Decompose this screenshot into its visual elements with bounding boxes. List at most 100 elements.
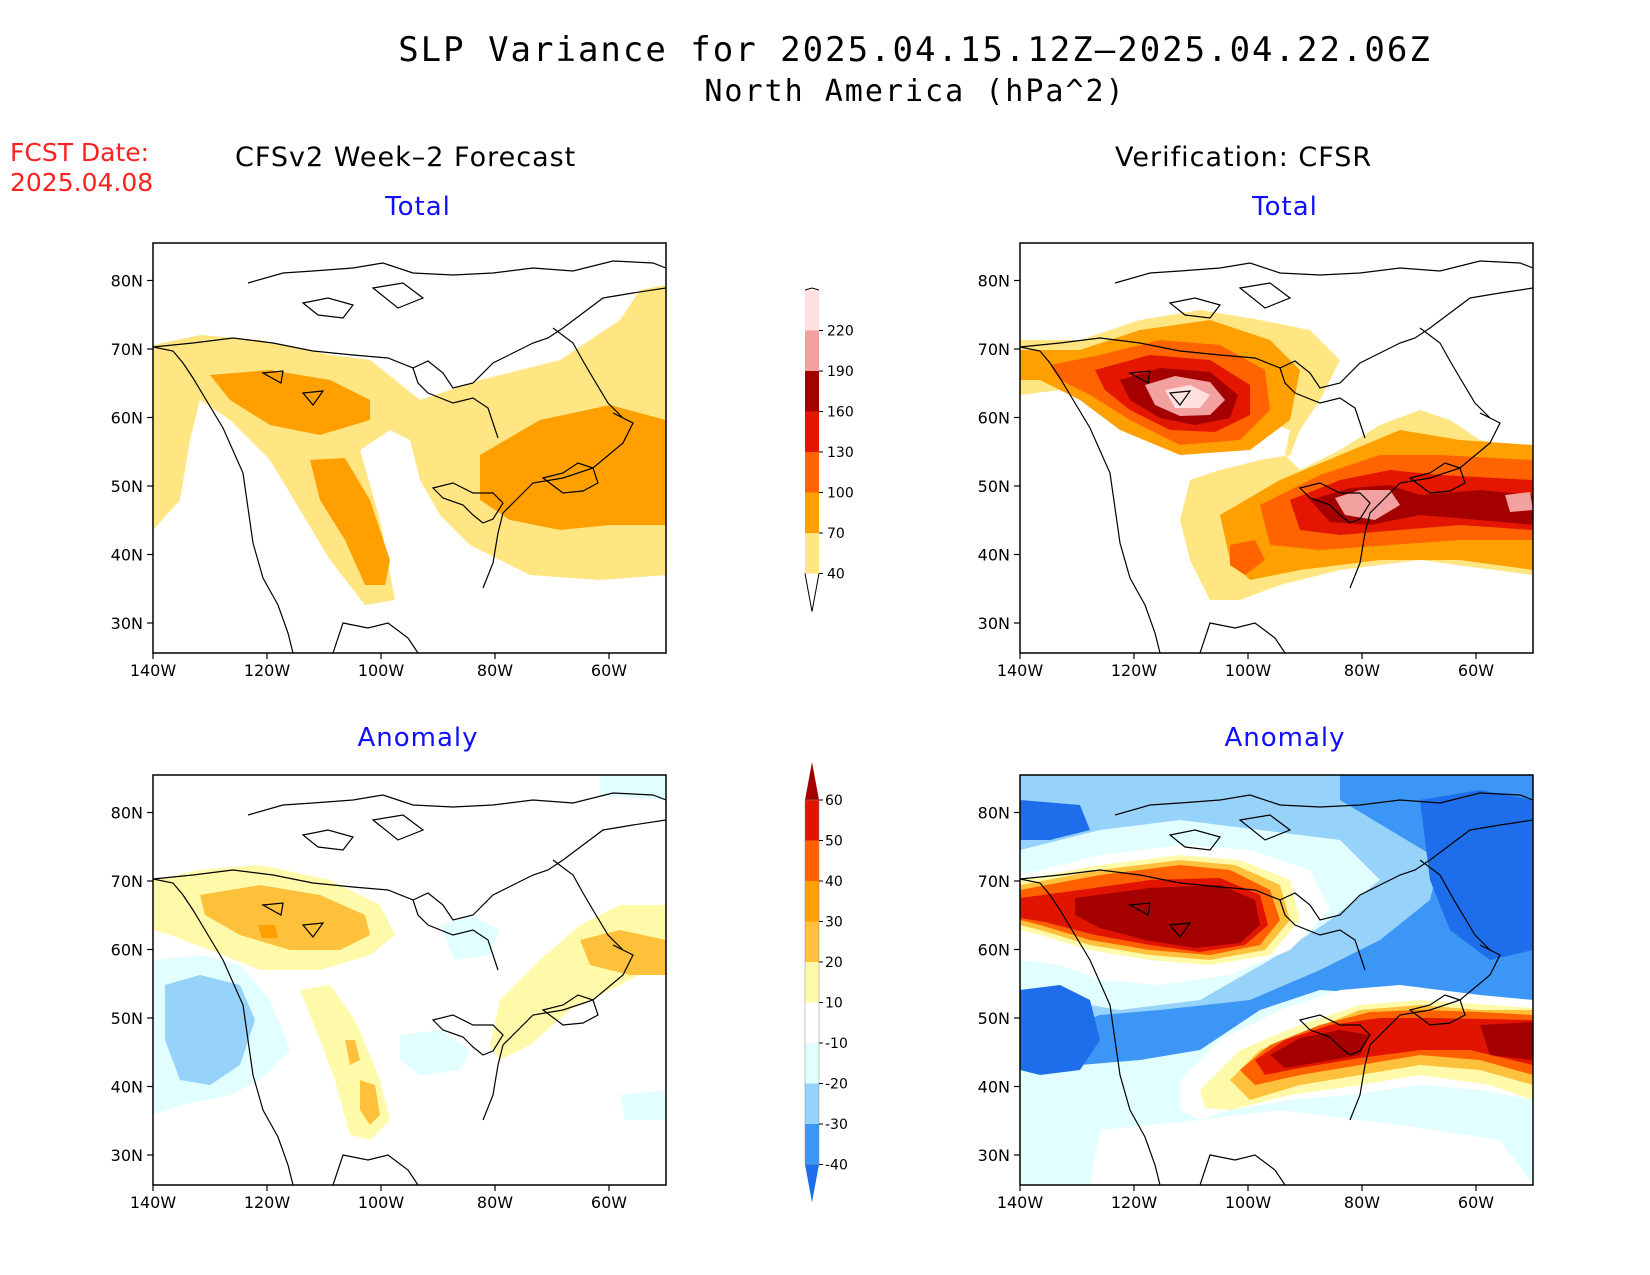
lat-tick-label: 40N (978, 1078, 1010, 1097)
total-colorbar-label: 130 (827, 445, 854, 461)
lon-tick-label: 120W (1111, 661, 1158, 680)
main-title: SLP Variance for 2025.04.15.12Z–2025.04.… (398, 30, 1432, 70)
map-forecast-anomaly-frame (152, 774, 667, 1186)
lon-tick-label: 120W (244, 661, 291, 680)
lat-tick-label: 60N (978, 409, 1010, 428)
lat-tick-label: 30N (111, 1146, 143, 1165)
total-colorbar-segment (805, 371, 819, 412)
lat-tick-label: 80N (978, 272, 1010, 291)
total-colorbar-segment (805, 411, 819, 452)
anomaly-colorbar-label: -20 (825, 1077, 848, 1093)
total-colorbar-label: 70 (827, 526, 845, 542)
map-axes: 30N 40N 50N 60N 70N 80N 140W 120W 100W 80W 60W 30N 4… (111, 272, 1495, 1213)
anomaly-colorbar-segment (805, 800, 819, 841)
lon-tick-label: 120W (1111, 1193, 1158, 1212)
lon-tick-label: 140W (997, 661, 1044, 680)
lat-tick-label: 30N (978, 1146, 1010, 1165)
total-colorbar-label: 220 (827, 324, 854, 340)
anomaly-colorbar-label: -40 (825, 1158, 848, 1174)
lat-tick-label: 50N (111, 1009, 143, 1028)
lat-tick-label: 80N (978, 804, 1010, 823)
total-colorbar-segment (805, 330, 819, 371)
anomaly-colorbar-label: -30 (825, 1117, 848, 1133)
lon-tick-label: 140W (130, 661, 177, 680)
panel-title-forecast-anomaly: Anomaly (357, 723, 479, 753)
panel-title-forecast-total: Total (385, 192, 451, 222)
lat-tick-label: 40N (978, 546, 1010, 565)
total-colorbar-bottom-tip (804, 573, 820, 612)
verification-column-title: Verification: CFSR (1115, 142, 1373, 173)
anomaly-colorbar-label: 10 (825, 996, 843, 1012)
total-colorbar: 40 70 100 130 160 190 220 (804, 287, 854, 612)
map-forecast-total (153, 243, 666, 653)
lon-tick-label: 100W (1225, 661, 1272, 680)
total-colorbar-segment (805, 533, 819, 574)
lon-tick-label: 140W (130, 1193, 177, 1212)
anomaly-colorbar-segment (805, 1083, 819, 1124)
anomaly-colorbar-label: 30 (825, 915, 843, 931)
lat-tick-label: 60N (978, 941, 1010, 960)
fcst-date-label: FCST Date: (10, 138, 150, 167)
map-verification-anomaly (1020, 775, 1533, 1185)
anomaly-colorbar-label: 40 (825, 874, 843, 890)
lat-tick-label: 40N (111, 1078, 143, 1097)
lon-tick-label: 100W (358, 661, 405, 680)
anomaly-colorbar-segment (805, 1043, 819, 1084)
anomaly-colorbar-label: -10 (825, 1036, 848, 1052)
total-colorbar-label: 100 (827, 486, 854, 502)
lat-tick-label: 70N (111, 340, 143, 359)
map-forecast-total-frame (152, 242, 667, 654)
anomaly-colorbar-label: 60 (825, 793, 843, 809)
lat-tick-label: 70N (111, 872, 143, 891)
total-colorbar-segment (805, 290, 819, 331)
lon-tick-label: 100W (1225, 1193, 1272, 1212)
lat-tick-label: 30N (978, 614, 1010, 633)
total-colorbar-top-tip (804, 287, 820, 291)
anomaly-colorbar-segment (805, 962, 819, 1003)
anomaly-colorbar-segment (805, 840, 819, 881)
map-verification-total (1020, 243, 1533, 653)
total-colorbar-segment (805, 452, 819, 493)
anomaly-colorbar-segment (805, 1002, 819, 1043)
anomaly-colorbar-top-tip (805, 762, 819, 800)
anomaly-colorbar-border (804, 799, 820, 1165)
anomaly-colorbar-segment (805, 921, 819, 962)
anomaly-colorbar-label: 50 (825, 834, 843, 850)
total-colorbar-label: 160 (827, 405, 854, 421)
lon-tick-label: 60W (1458, 661, 1494, 680)
map-verification-anomaly-frame (1019, 774, 1534, 1186)
lon-tick-label: 80W (477, 1193, 513, 1212)
lat-tick-label: 80N (111, 272, 143, 291)
lat-tick-label: 70N (978, 340, 1010, 359)
lat-tick-label: 50N (978, 477, 1010, 496)
total-colorbar-label: 40 (827, 567, 845, 583)
lon-tick-label: 80W (1344, 661, 1380, 680)
map-forecast-anomaly (153, 775, 666, 1185)
lat-tick-label: 30N (111, 614, 143, 633)
anomaly-colorbar: -40 -30 -20 -10 10 20 30 40 50 60 (804, 762, 848, 1203)
forecast-column-title: CFSv2 Week–2 Forecast (235, 142, 577, 173)
lon-tick-label: 60W (1458, 1193, 1494, 1212)
main-subtitle: North America (hPa^2) (704, 74, 1126, 109)
map-verification-total-frame (1019, 242, 1534, 654)
lat-tick-label: 50N (978, 1009, 1010, 1028)
lon-tick-label: 60W (591, 661, 627, 680)
fcst-date-value: 2025.04.08 (10, 168, 154, 197)
total-colorbar-segment (805, 492, 819, 533)
lat-tick-label: 50N (111, 477, 143, 496)
lon-tick-label: 120W (244, 1193, 291, 1212)
lon-tick-label: 80W (477, 661, 513, 680)
lat-tick-label: 80N (111, 804, 143, 823)
anomaly-colorbar-label: 20 (825, 955, 843, 971)
anomaly-colorbar-segment (805, 881, 819, 922)
panel-title-verification-total: Total (1252, 192, 1318, 222)
lat-tick-label: 70N (978, 872, 1010, 891)
lat-tick-label: 40N (111, 546, 143, 565)
lon-tick-label: 100W (358, 1193, 405, 1212)
lon-tick-label: 80W (1344, 1193, 1380, 1212)
lat-tick-label: 60N (111, 941, 143, 960)
total-colorbar-label: 190 (827, 364, 854, 380)
anomaly-colorbar-bottom-tip (805, 1164, 819, 1203)
lon-tick-label: 60W (591, 1193, 627, 1212)
